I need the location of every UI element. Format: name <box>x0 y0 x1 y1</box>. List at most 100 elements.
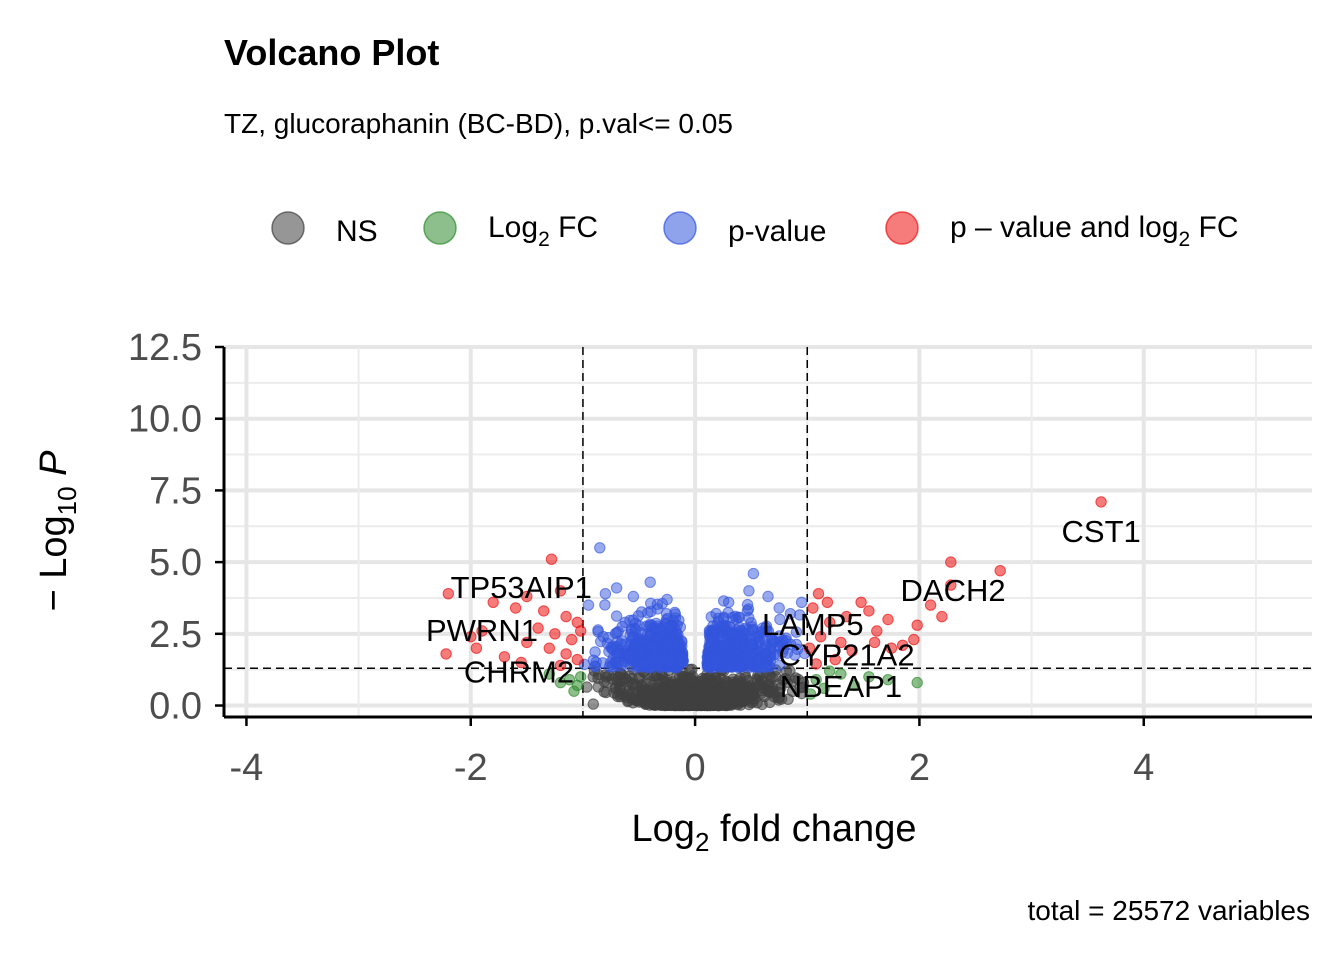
significant-point <box>515 656 527 669</box>
x-tick-label: 0 <box>685 747 706 789</box>
x-axis-label-main: Log <box>632 808 695 850</box>
p-value-point <box>610 582 623 594</box>
p-value-point <box>595 635 607 648</box>
significant-point <box>911 619 923 631</box>
legend-label-both: p – value and log2 FC <box>950 211 1239 251</box>
chart-subtitle: TZ, glucoraphanin (BC-BD), p.val<= 0.05 <box>224 108 733 139</box>
p-value-point <box>649 622 662 634</box>
p-value-point <box>723 596 735 608</box>
p-value-point <box>623 649 635 662</box>
y-tick-label: 12.5 <box>128 327 202 369</box>
legend-swatch-both <box>885 211 919 245</box>
p-value-point <box>632 610 645 622</box>
ns-point <box>587 698 599 710</box>
y-axis-label-italic: P <box>33 450 75 487</box>
significant-point <box>543 642 555 654</box>
ns-point <box>665 699 677 712</box>
p-value-point <box>741 598 754 611</box>
significant-point <box>803 642 816 654</box>
ns-point <box>702 672 714 684</box>
log2fc-point <box>882 674 894 686</box>
significant-point <box>812 588 825 600</box>
x-axis-label: Log2 fold change <box>632 808 917 857</box>
y-axis-label: − Log10 P <box>33 450 82 612</box>
ns-point <box>734 672 746 684</box>
log2fc-point <box>543 668 555 680</box>
p-value-point <box>784 608 797 620</box>
significant-point <box>924 599 937 611</box>
x-axis-ticks: -4 -2 0 2 4 <box>230 717 1154 789</box>
significant-point <box>538 605 550 617</box>
significant-point <box>521 590 533 603</box>
log2fc-point <box>911 676 923 689</box>
significant-point <box>549 628 561 640</box>
significant-points <box>440 496 1107 672</box>
significant-point <box>440 648 452 660</box>
gene-label: PWRN1 <box>426 613 538 648</box>
p-value-point <box>747 567 760 580</box>
y-tick-label: 0.0 <box>149 686 202 728</box>
p-value-point <box>733 660 746 673</box>
p-value-point <box>629 639 642 651</box>
ns-point <box>666 685 678 698</box>
p-value-point <box>790 638 803 651</box>
log2fc-point <box>863 671 875 683</box>
gene-label: DACH2 <box>901 573 1006 608</box>
cutoff-lines <box>224 347 1312 717</box>
p-value-point <box>660 636 673 649</box>
significant-point <box>476 625 488 637</box>
p-value-point <box>730 638 742 650</box>
ns-point <box>739 691 751 704</box>
gene-label: CST1 <box>1062 514 1141 549</box>
p-value-point <box>606 642 618 654</box>
significant-point <box>442 588 454 600</box>
p-value-point <box>780 634 792 647</box>
p-value-point <box>774 613 786 626</box>
significant-point <box>945 556 957 568</box>
p-value-point <box>599 588 612 600</box>
log2fc-point <box>568 685 580 697</box>
ns-point <box>629 678 642 691</box>
x-axis-label-rest: fold change <box>709 808 916 850</box>
log2fc-point <box>818 682 830 694</box>
ns-point <box>685 698 697 710</box>
significant-point <box>545 553 558 565</box>
significant-point <box>863 605 875 617</box>
significant-point <box>807 602 819 614</box>
significant-point <box>465 631 477 643</box>
y-tick-label: 7.5 <box>149 470 202 512</box>
p-value-point <box>610 610 623 622</box>
significant-point <box>846 645 858 657</box>
x-axis-label-sub: 2 <box>695 827 709 857</box>
p-value-point <box>706 632 718 644</box>
legend-label-ns: NS <box>336 215 378 248</box>
legend-label-p: p-value <box>728 215 826 248</box>
p-value-point <box>616 620 628 633</box>
p-value-point <box>747 623 759 635</box>
p-value-point <box>743 585 755 597</box>
y-axis-label-pre: − Log <box>33 515 75 611</box>
significant-point <box>994 565 1006 577</box>
p-value-point <box>663 621 675 634</box>
ns-point <box>772 679 784 691</box>
p-value-point <box>642 607 654 619</box>
significant-point <box>566 633 578 646</box>
significant-point <box>554 659 567 672</box>
ns-point <box>681 673 694 685</box>
legend-swatch-ns <box>271 211 305 245</box>
p-value-point <box>638 658 650 670</box>
significant-point <box>571 653 583 666</box>
gene-label: TP53AIP1 <box>451 570 592 605</box>
p-value-point <box>590 656 602 668</box>
significant-point <box>824 616 836 628</box>
p-value-points <box>578 542 811 674</box>
ns-point <box>797 681 809 693</box>
p-value-point <box>647 640 659 652</box>
y-tick-label: 5.0 <box>149 542 202 584</box>
ns-point <box>612 688 624 701</box>
log2fc-point <box>575 671 587 683</box>
grid-lines <box>224 345 1312 717</box>
x-tick-label: -4 <box>230 747 264 789</box>
